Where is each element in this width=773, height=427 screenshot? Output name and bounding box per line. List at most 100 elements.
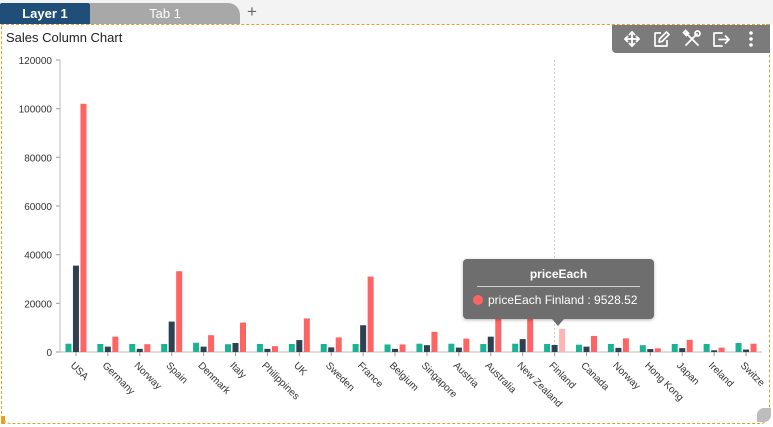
y-tick-label: 60000 bbox=[24, 202, 52, 213]
resize-handle[interactable] bbox=[757, 408, 771, 422]
x-tick-label: Spain bbox=[164, 360, 190, 386]
x-tick-label: Switze bbox=[738, 360, 767, 389]
bar bbox=[423, 345, 430, 352]
bar bbox=[112, 336, 119, 352]
bar bbox=[288, 343, 295, 352]
edit-icon bbox=[654, 31, 670, 47]
x-tick-label: Canada bbox=[578, 360, 611, 393]
bar bbox=[654, 348, 661, 352]
bar bbox=[750, 343, 757, 352]
bar bbox=[431, 331, 438, 352]
bar bbox=[176, 271, 183, 352]
bar bbox=[718, 347, 725, 352]
x-tick-label: Australia bbox=[483, 360, 519, 396]
bar bbox=[671, 343, 678, 352]
tooltip-pointer bbox=[552, 319, 564, 326]
x-tick-label: Italy bbox=[227, 360, 248, 381]
bar bbox=[455, 347, 462, 352]
bar bbox=[72, 265, 79, 352]
tab-bar: Layer 1 Tab 1 + bbox=[0, 0, 773, 24]
bar bbox=[703, 343, 710, 352]
widget-toolbar bbox=[612, 25, 770, 53]
x-tick-label: Belgium bbox=[387, 360, 420, 393]
bar bbox=[399, 344, 406, 352]
move-button[interactable] bbox=[621, 29, 643, 49]
bar bbox=[622, 338, 629, 352]
bar bbox=[161, 343, 168, 352]
bar bbox=[487, 336, 494, 352]
chart-tooltip: priceEach priceEach Finland : 9528.52 bbox=[463, 259, 654, 326]
bar bbox=[225, 344, 231, 352]
bar bbox=[735, 342, 742, 352]
add-tab-button[interactable]: + bbox=[247, 2, 257, 21]
bar bbox=[743, 349, 750, 352]
settings-button[interactable] bbox=[681, 29, 703, 49]
bar bbox=[711, 350, 718, 352]
edit-button[interactable] bbox=[650, 29, 672, 49]
bar bbox=[193, 342, 200, 352]
bar bbox=[615, 347, 622, 352]
chart-widget-frame[interactable] bbox=[1, 24, 770, 424]
bar bbox=[328, 347, 335, 352]
chart-title: Sales Column Chart bbox=[6, 30, 123, 45]
frame-corner-marker bbox=[1, 416, 5, 424]
bar bbox=[463, 338, 470, 352]
bar bbox=[240, 322, 246, 352]
bar bbox=[264, 348, 271, 352]
settings-tools-icon bbox=[682, 29, 701, 46]
bar bbox=[495, 305, 502, 352]
bar bbox=[367, 276, 374, 352]
y-tick-label: 120000 bbox=[19, 56, 53, 67]
bar bbox=[296, 340, 303, 352]
x-tick-label: Denmark bbox=[195, 360, 232, 397]
bar bbox=[591, 335, 597, 352]
bar bbox=[384, 344, 391, 352]
bar bbox=[559, 328, 566, 352]
bar bbox=[583, 346, 590, 352]
more-button[interactable] bbox=[740, 29, 762, 49]
y-tick-label: 20000 bbox=[24, 299, 52, 310]
x-tick-label: Germany bbox=[100, 360, 137, 397]
tab-layer-1[interactable]: Layer 1 bbox=[0, 3, 90, 24]
x-tick-label: France bbox=[355, 360, 385, 390]
x-tick-label: Ireland bbox=[706, 360, 735, 389]
tooltip-series-marker bbox=[473, 295, 483, 305]
y-tick-label: 40000 bbox=[24, 251, 52, 262]
bar bbox=[392, 348, 399, 352]
x-tick-label: USA bbox=[68, 360, 91, 383]
bar bbox=[512, 343, 519, 352]
export-button[interactable] bbox=[710, 29, 732, 49]
bar bbox=[271, 346, 278, 352]
bar bbox=[80, 103, 87, 352]
bar bbox=[551, 344, 558, 352]
export-icon bbox=[713, 32, 730, 47]
bar bbox=[679, 348, 686, 352]
bar bbox=[360, 325, 367, 352]
x-tick-label: Japan bbox=[674, 360, 701, 387]
bar bbox=[647, 349, 654, 352]
x-tick-label: UK bbox=[291, 360, 309, 378]
tooltip-divider bbox=[477, 286, 640, 287]
bar bbox=[303, 318, 310, 352]
bar bbox=[104, 346, 111, 352]
bar bbox=[97, 343, 104, 352]
x-tick-label: Sweden bbox=[323, 360, 356, 393]
bar bbox=[519, 339, 526, 352]
bar bbox=[144, 344, 151, 352]
bar bbox=[256, 343, 263, 352]
bar bbox=[232, 342, 239, 352]
x-tick-label: Norway bbox=[132, 360, 164, 392]
bar bbox=[168, 321, 175, 352]
bar bbox=[320, 343, 327, 352]
tooltip-value: priceEach Finland : 9528.52 bbox=[488, 293, 638, 307]
bar bbox=[607, 343, 614, 352]
bar bbox=[136, 348, 143, 352]
x-tick-label: Norway bbox=[610, 360, 642, 392]
bar bbox=[448, 343, 455, 352]
y-tick-label: 80000 bbox=[24, 153, 52, 164]
bar bbox=[416, 343, 423, 352]
bar bbox=[335, 337, 342, 352]
tab-tab-1[interactable]: Tab 1 bbox=[90, 3, 240, 24]
bar bbox=[129, 343, 136, 352]
x-tick-label: Finland bbox=[546, 360, 577, 391]
